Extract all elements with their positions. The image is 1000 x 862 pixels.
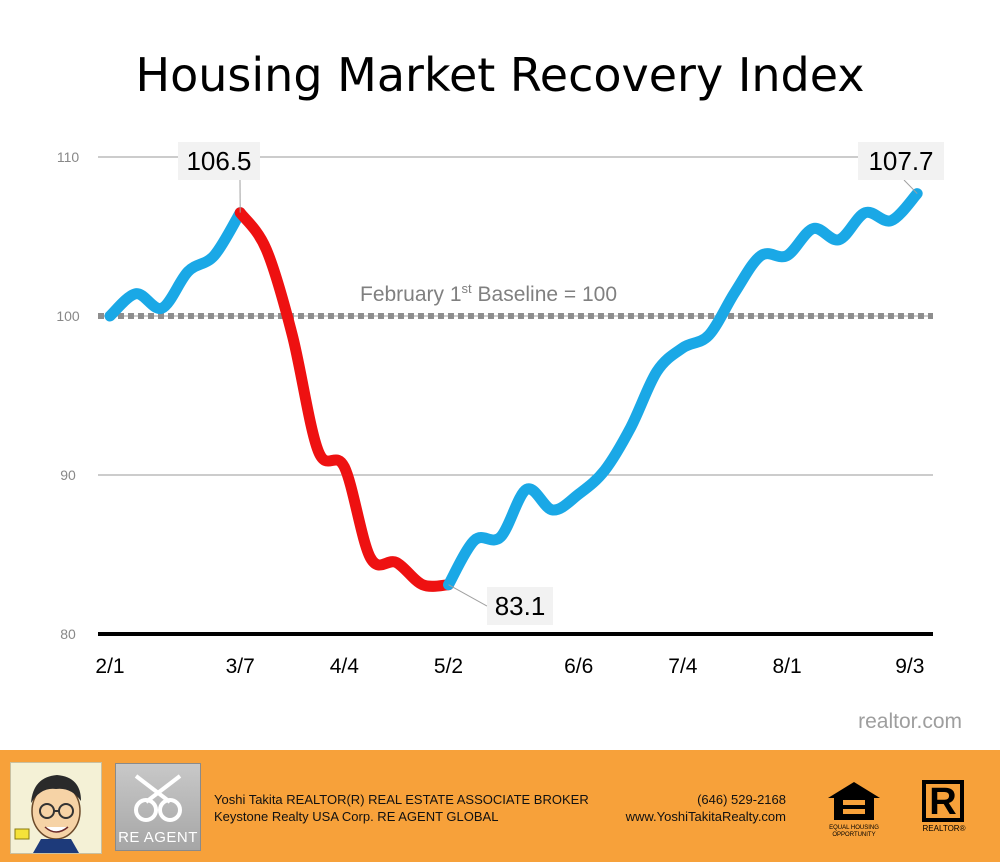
data-point (109, 315, 111, 317)
series-line-recovery (443, 188, 923, 591)
x-tick-label: 9/3 (895, 655, 924, 678)
data-point (812, 228, 814, 230)
data-point (890, 220, 892, 222)
annotation-label: 107.7 (868, 146, 933, 176)
annotation-callout: 83.1 (448, 584, 553, 625)
data-point (161, 307, 163, 309)
annotation-leader (448, 584, 488, 607)
chart-title: Housing Market Recovery Index (135, 48, 865, 102)
x-tick-label: 2/1 (95, 655, 124, 678)
equal-housing-icon: EQUAL HOUSING OPPORTUNITY (826, 780, 882, 838)
realtor-logo-icon: R REALTOR® (921, 780, 967, 836)
data-point (526, 488, 528, 490)
equal-housing-caption: EQUAL HOUSING OPPORTUNITY (829, 825, 879, 838)
website-link[interactable]: www.YoshiTakitaRealty.com (625, 809, 786, 824)
y-tick-label: 80 (60, 626, 76, 642)
annotation-box (178, 142, 260, 180)
data-point (213, 255, 215, 257)
data-point (604, 469, 606, 471)
data-point (682, 347, 684, 349)
x-tick-label: 8/1 (772, 655, 801, 678)
contact-info: (646) 529-2168 www.YoshiTakitaRealty.com (600, 791, 786, 825)
data-point (578, 493, 580, 495)
data-point (760, 255, 762, 257)
line-chart: 80 90 100 110 2/1 3/7 4/4 5/2 6/6 7/4 8/1 9/3 Februa… (56, 142, 944, 678)
data-point (734, 291, 736, 293)
data-point (135, 293, 137, 295)
realtor-logo-letter: R (922, 780, 964, 822)
x-tick-label: 5/2 (434, 655, 463, 678)
data-point (500, 536, 502, 538)
data-point (838, 239, 840, 241)
agent-info: Yoshi Takita REALTOR(R) REAL ESTATE ASSO… (214, 791, 589, 825)
data-point (630, 426, 632, 428)
annotation-callout: 106.5 (178, 142, 260, 213)
footer-banner: RE AGENT Yoshi Takita REALTOR(R) REAL ES… (0, 750, 1000, 862)
data-point (864, 212, 866, 214)
data-point (421, 584, 423, 586)
annotation-label: 106.5 (186, 146, 251, 176)
data-point (708, 334, 710, 336)
y-tick-label: 90 (60, 467, 76, 483)
data-point (656, 371, 658, 373)
annotation-box (487, 587, 553, 625)
re-agent-logo-text: RE AGENT (118, 829, 198, 846)
re-agent-logo: RE AGENT (115, 763, 201, 851)
x-tick-label: 4/4 (330, 655, 360, 678)
data-point (474, 539, 476, 541)
data-point (369, 557, 371, 559)
data-point (343, 466, 345, 468)
realtor-logo-caption: REALTOR® (922, 824, 966, 833)
annotation-label: 83.1 (495, 591, 546, 621)
annotation-box (858, 142, 944, 180)
data-point (552, 509, 554, 511)
x-tick-label: 3/7 (226, 655, 255, 678)
company-line: Keystone Realty USA Corp. RE AGENT GLOBA… (214, 809, 499, 824)
annotation-leader (903, 179, 918, 194)
y-tick-label: 100 (56, 308, 80, 324)
baseline-label: February 1st Baseline = 100 (360, 281, 617, 306)
agent-caricature (10, 762, 102, 854)
series-line-decline (234, 207, 454, 592)
data-point (395, 561, 397, 563)
data-point (317, 450, 319, 452)
x-tick-label: 6/6 (564, 655, 593, 678)
data-point (291, 334, 293, 336)
phone-number: (646) 529-2168 (697, 792, 786, 807)
data-point (786, 255, 788, 257)
data-point (265, 248, 267, 250)
annotation-callout: 107.7 (858, 142, 944, 194)
x-tick-label: 7/4 (668, 655, 698, 678)
data-point (187, 270, 189, 272)
series-line-rise (104, 207, 246, 322)
source-label: realtor.com (858, 710, 962, 733)
y-tick-label: 110 (57, 149, 80, 165)
agent-name-line: Yoshi Takita REALTOR(R) REAL ESTATE ASSO… (214, 792, 589, 807)
